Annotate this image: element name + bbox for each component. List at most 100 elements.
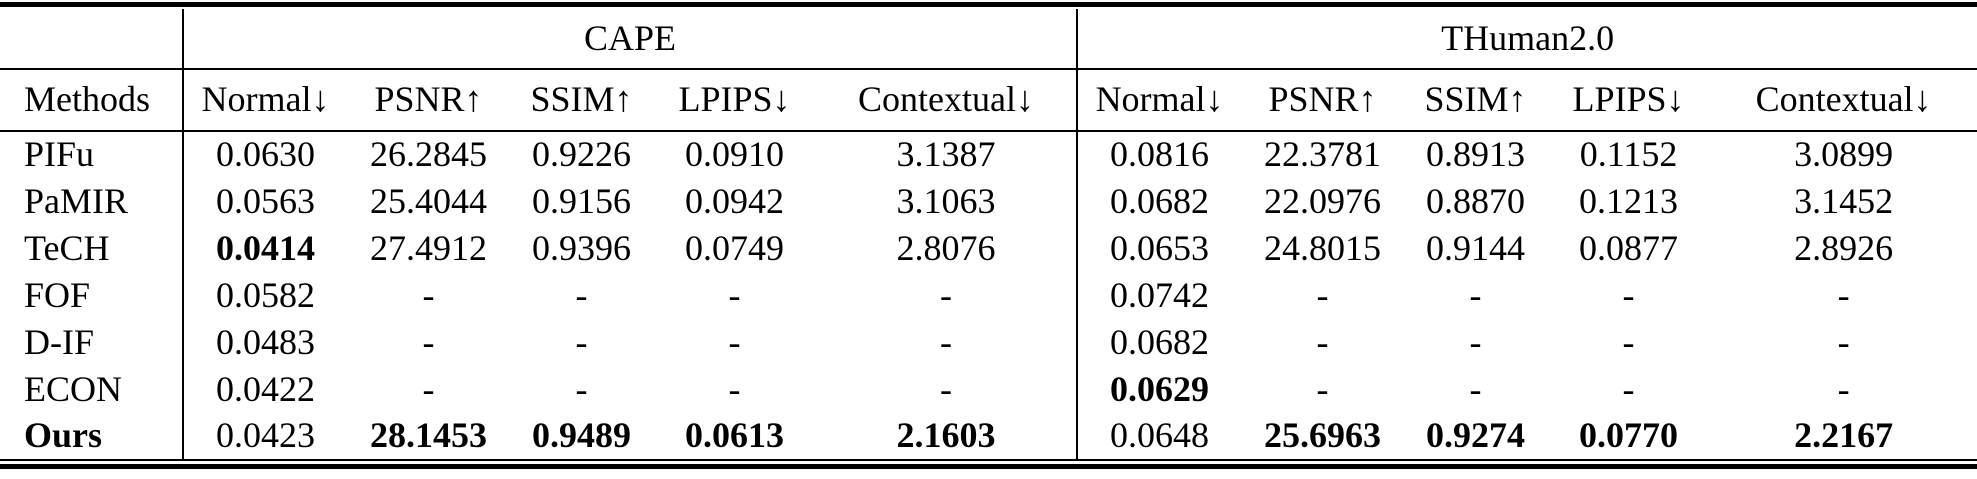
metric-cell: - xyxy=(728,321,741,362)
table-row-fof: FOF 0.0582 - - - - 0.0742 - - - - xyxy=(0,272,1977,319)
metric-cell: - xyxy=(816,366,1079,413)
metric-cell: 0.0414 xyxy=(216,227,315,268)
metric-cell: - xyxy=(1469,321,1482,362)
method-name: D-IF xyxy=(0,319,184,366)
method-name: TeCH xyxy=(0,225,184,272)
metric-cell: 25.6963 xyxy=(1241,413,1405,461)
metric-cell: 0.9274 xyxy=(1404,413,1548,461)
metric-cell: 0.9144 xyxy=(1426,227,1526,268)
metric-cell: 0.0613 xyxy=(653,413,816,461)
methods-header: Methods xyxy=(0,69,184,132)
metric-cell: 0.0942 xyxy=(685,180,784,221)
dataset-header-cape: CAPE xyxy=(183,9,1079,70)
metric-cell: 3.1387 xyxy=(816,131,1079,178)
metric-cell: 0.0682 xyxy=(1110,321,1210,362)
metric-cell: 0.8913 xyxy=(1426,134,1526,175)
metric-cell: 0.0648 xyxy=(1077,413,1242,461)
metric-cell: 28.1453 xyxy=(347,413,510,461)
metric-cell: 22.0976 xyxy=(1264,180,1382,221)
table-row-pamir: PaMIR 0.0563 25.4044 0.9156 0.0942 3.106… xyxy=(0,178,1977,225)
metric-cell: - xyxy=(422,274,435,315)
metric-cell: - xyxy=(1837,321,1850,362)
metric-cell: - xyxy=(575,368,588,409)
table-row-econ: ECON 0.0422 - - - - 0.0629 - - - - xyxy=(0,366,1977,413)
metric-cell: - xyxy=(1622,274,1635,315)
metric-cell: 0.9156 xyxy=(532,180,631,221)
metric-cell: 24.8015 xyxy=(1264,227,1382,268)
methods-col-spacer xyxy=(0,9,184,70)
metric-cell: - xyxy=(1469,274,1482,315)
top-rule xyxy=(0,2,1977,7)
metric-cell: - xyxy=(1469,368,1482,409)
metric-cell: 0.8870 xyxy=(1426,180,1526,221)
metric-cell: 0.9226 xyxy=(532,134,631,175)
metric-cell: - xyxy=(422,321,435,362)
metric-cell: 2.8076 xyxy=(816,225,1079,272)
metric-cell: 0.0483 xyxy=(216,321,315,362)
metric-cell: - xyxy=(1837,274,1850,315)
metric-cell: 0.0682 xyxy=(1110,180,1210,221)
metric-cell: 27.4912 xyxy=(370,227,487,268)
metric-cell: - xyxy=(575,321,588,362)
metric-cell: 0.0582 xyxy=(216,274,315,315)
col-header-cape-psnr: PSNR↑ xyxy=(347,69,510,132)
metric-cell: - xyxy=(1622,321,1635,362)
method-name: PIFu xyxy=(0,131,184,178)
dataset-header-thuman: THuman2.0 xyxy=(1077,9,1977,70)
col-header-thuman-lpips: LPIPS↓ xyxy=(1547,69,1711,132)
metric-cell: 3.1063 xyxy=(816,178,1079,225)
metric-cell: - xyxy=(728,274,741,315)
metric-cell: 2.1603 xyxy=(816,413,1079,461)
metric-cell: 0.1152 xyxy=(1579,134,1678,175)
metric-cell: 22.3781 xyxy=(1264,134,1382,175)
col-header-thuman-psnr: PSNR↑ xyxy=(1241,69,1405,132)
col-header-thuman-contextual: Contextual↓ xyxy=(1710,69,1977,132)
method-name: FOF xyxy=(0,272,184,319)
metric-cell: 0.0563 xyxy=(216,180,315,221)
metric-cell: - xyxy=(575,274,588,315)
metric-cell: - xyxy=(1316,274,1329,315)
metric-cell: 0.0629 xyxy=(1110,368,1210,409)
metric-cell: - xyxy=(1622,368,1635,409)
table-row-ours: Ours 0.0423 28.1453 0.9489 0.0613 2.1603… xyxy=(0,413,1977,461)
col-header-cape-contextual: Contextual↓ xyxy=(816,69,1079,132)
metric-cell: 0.0770 xyxy=(1547,413,1711,461)
metric-cell: 0.0877 xyxy=(1579,227,1679,268)
col-header-cape-normal: Normal↓ xyxy=(183,69,347,132)
metric-cell: - xyxy=(1316,368,1329,409)
dataset-header-row: CAPE THuman2.0 xyxy=(0,9,1977,70)
table-row-pifu: PIFu 0.0630 26.2845 0.9226 0.0910 3.1387… xyxy=(0,131,1977,178)
metric-cell: 26.2845 xyxy=(370,134,487,175)
table-row-dif: D-IF 0.0483 - - - - 0.0682 - - - - xyxy=(0,319,1977,366)
metric-cell: 0.0749 xyxy=(685,227,784,268)
metric-cell: 0.0630 xyxy=(216,134,315,175)
metric-cell: 0.0422 xyxy=(216,368,315,409)
metric-cell: - xyxy=(1316,321,1329,362)
metric-cell: 3.0899 xyxy=(1794,134,1894,175)
metric-cell: 0.9396 xyxy=(532,227,631,268)
metrics-header-row: Methods Normal↓ PSNR↑ SSIM↑ LPIPS↓ Conte… xyxy=(0,69,1977,132)
method-name: PaMIR xyxy=(0,178,184,225)
metric-cell: 3.1452 xyxy=(1794,180,1894,221)
table-row-tech: TeCH 0.0414 27.4912 0.9396 0.0749 2.8076… xyxy=(0,225,1977,272)
metric-cell: 25.4044 xyxy=(370,180,487,221)
metric-cell: 0.0653 xyxy=(1110,227,1210,268)
method-name: Ours xyxy=(0,413,184,461)
method-name: ECON xyxy=(0,366,184,413)
metric-cell: - xyxy=(422,368,435,409)
bottom-rule xyxy=(0,464,1977,469)
col-header-thuman-normal: Normal↓ xyxy=(1077,69,1242,132)
metric-cell: - xyxy=(816,272,1079,319)
col-header-cape-ssim: SSIM↑ xyxy=(510,69,653,132)
metric-cell: - xyxy=(728,368,741,409)
metric-cell: - xyxy=(816,319,1079,366)
col-header-thuman-ssim: SSIM↑ xyxy=(1404,69,1548,132)
metric-cell: 0.0423 xyxy=(183,413,347,461)
metric-cell: 0.9489 xyxy=(510,413,653,461)
metric-cell: 0.1213 xyxy=(1579,180,1679,221)
metric-cell: - xyxy=(1837,368,1850,409)
metric-cell: 0.0910 xyxy=(685,134,784,175)
metric-cell: 2.2167 xyxy=(1710,413,1977,461)
metric-cell: 0.0816 xyxy=(1110,134,1210,175)
